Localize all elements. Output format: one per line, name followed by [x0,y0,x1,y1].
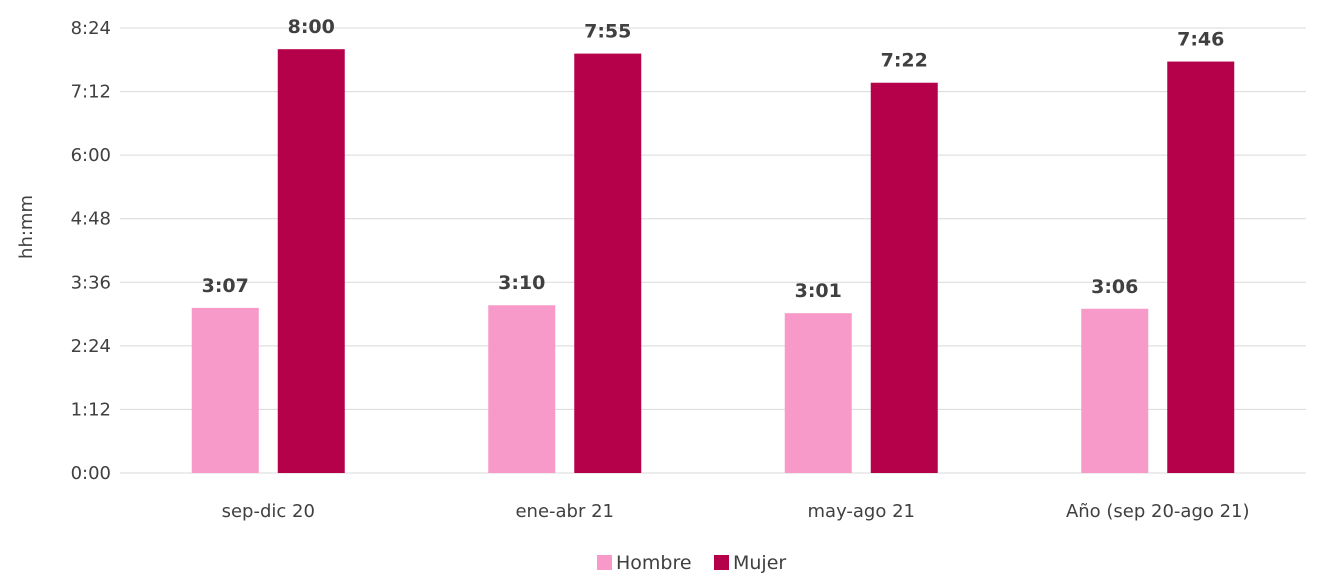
bar-mujer-0 [277,49,345,473]
data-labels: 3:07 8:00 3:10 7:55 3:01 7:22 3:06 7:46 [202,16,1225,302]
y-tick-label: 3:36 [71,272,111,293]
y-tick-label: 7:12 [71,82,111,103]
data-label: 7:55 [584,21,631,43]
data-label: 7:22 [881,50,928,72]
bar-mujer-2 [870,82,938,473]
legend-label-mujer: Mujer [733,552,786,574]
legend-swatch-hombre [597,555,612,570]
bar-hombre-3 [1081,308,1149,473]
data-label: 3:07 [202,275,249,297]
y-tick-label: 8:24 [71,18,111,39]
data-label: 3:10 [498,272,545,294]
data-label: 3:01 [795,280,842,302]
bars [191,49,1235,474]
x-category-label: ene-abr 21 [515,501,614,522]
x-category-label: Año (sep 20-ago 21) [1066,501,1250,522]
bar-hombre-0 [191,307,259,473]
bar-hombre-2 [784,313,852,473]
y-tick-label: 6:00 [71,145,111,166]
y-tick-label: 4:48 [71,209,111,230]
x-category-label: may-ago 21 [808,501,916,522]
x-category-label: sep-dic 20 [222,501,315,522]
y-axis-label: hh:mm [16,195,37,259]
bar-mujer-1 [574,53,642,473]
y-axis-ticks: 0:00 1:12 2:24 3:36 4:48 6:00 7:12 8:24 [71,18,111,484]
y-tick-label: 0:00 [71,463,111,484]
legend-swatch-mujer [714,555,729,570]
data-label: 8:00 [288,16,335,38]
y-tick-label: 2:24 [71,336,111,357]
y-tick-label: 1:12 [71,399,111,420]
data-label: 3:06 [1091,276,1138,298]
legend-label-hombre: Hombre [616,552,692,574]
bar-mujer-3 [1167,61,1235,474]
x-axis-categories: sep-dic 20 ene-abr 21 may-ago 21 Año (sep 2… [222,501,1250,522]
legend: Hombre Mujer [597,552,786,574]
bar-hombre-1 [488,305,556,473]
data-label: 7:46 [1177,29,1224,51]
